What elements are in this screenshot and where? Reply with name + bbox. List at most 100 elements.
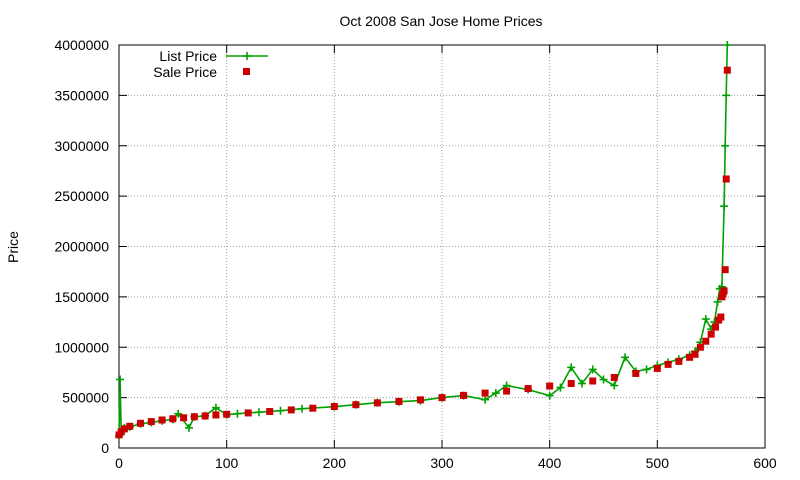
- x-tick-label: 0: [115, 455, 123, 471]
- data-point-sale-price: [720, 287, 728, 295]
- data-point-list-price: [211, 403, 220, 412]
- data-point-sale-price: [352, 401, 360, 409]
- y-tick-label: 500000: [62, 390, 109, 406]
- data-point-sale-price: [416, 396, 424, 404]
- data-point-list-price: [298, 404, 307, 413]
- data-point-sale-price: [330, 402, 338, 410]
- data-point-list-price: [713, 297, 722, 306]
- data-point-sale-price: [223, 410, 231, 418]
- legend: List Price Sale Price: [153, 48, 268, 80]
- y-axis-ticks: 0 500000 1000000 1500000 2000000 2500000 30000…: [54, 37, 765, 456]
- data-point-sale-price: [481, 389, 489, 397]
- data-point-sale-price: [524, 385, 532, 393]
- y-axis-label: Price: [5, 231, 21, 263]
- data-point-sale-price: [717, 313, 725, 321]
- y-tick-label: 0: [101, 440, 109, 456]
- data-point-list-price: [254, 408, 263, 417]
- data-point-list-price: [723, 41, 732, 49]
- legend-plus-list-price: [243, 52, 251, 60]
- legend-label-sale-price: Sale Price: [153, 64, 217, 80]
- data-point-list-price: [233, 409, 242, 418]
- x-tick-label: 600: [753, 455, 777, 471]
- data-point-sale-price: [158, 416, 166, 424]
- chart-title: Oct 2008 San Jose Home Prices: [339, 13, 542, 29]
- data-point-sale-price: [632, 369, 640, 377]
- x-tick-label: 300: [430, 455, 454, 471]
- data-point-sale-price: [696, 343, 704, 351]
- data-point-list-price: [642, 365, 651, 374]
- data-point-list-price: [116, 375, 125, 384]
- data-point-sale-price: [190, 413, 198, 421]
- data-point-sale-price: [567, 380, 575, 388]
- data-point-list-price: [621, 353, 630, 362]
- data-point-sale-price: [503, 387, 511, 395]
- y-tick-label: 3000000: [54, 138, 109, 154]
- series-layer: [115, 41, 732, 440]
- data-point-sale-price: [589, 377, 597, 385]
- grid-lines: [119, 45, 765, 448]
- y-tick-label: 4000000: [54, 37, 109, 53]
- data-point-sale-price: [675, 357, 683, 365]
- data-point-sale-price: [120, 425, 128, 433]
- data-point-sale-price: [722, 175, 730, 183]
- y-tick-label: 1000000: [54, 339, 109, 355]
- data-point-sale-price: [126, 422, 134, 430]
- x-tick-label: 100: [215, 455, 239, 471]
- data-point-sale-price: [610, 373, 618, 381]
- data-point-sale-price: [702, 337, 710, 345]
- data-point-list-price: [174, 409, 183, 418]
- data-point-list-price: [556, 383, 565, 392]
- data-point-list-price: [722, 91, 731, 100]
- data-point-sale-price: [460, 391, 468, 399]
- legend-marker-list-price: [243, 52, 251, 60]
- data-point-sale-price: [664, 360, 672, 368]
- data-point-list-price: [721, 141, 730, 150]
- y-tick-label: 2500000: [54, 188, 109, 204]
- data-point-sale-price: [438, 394, 446, 402]
- data-point-sale-price: [546, 382, 554, 390]
- data-point-list-price: [184, 423, 193, 432]
- data-point-sale-price: [137, 419, 145, 427]
- data-point-sale-price: [707, 330, 715, 338]
- x-tick-label: 500: [646, 455, 670, 471]
- data-point-sale-price: [169, 415, 177, 423]
- data-point-list-price: [577, 379, 586, 388]
- data-point-list-price: [588, 365, 597, 374]
- data-point-list-price: [545, 391, 554, 400]
- y-tick-label: 2000000: [54, 239, 109, 255]
- x-tick-label: 400: [538, 455, 562, 471]
- data-point-list-price: [599, 375, 608, 384]
- data-point-sale-price: [395, 397, 403, 405]
- y-tick-label: 3500000: [54, 87, 109, 103]
- data-point-sale-price: [686, 353, 694, 361]
- data-point-sale-price: [201, 412, 209, 420]
- data-point-sale-price: [691, 350, 699, 358]
- data-point-list-price: [610, 381, 619, 390]
- data-point-sale-price: [147, 418, 155, 426]
- legend-marker-sale-price: [243, 68, 250, 75]
- data-point-sale-price: [287, 406, 295, 414]
- data-point-sale-price: [266, 408, 274, 416]
- data-point-list-price: [276, 406, 285, 415]
- x-tick-label: 200: [323, 455, 347, 471]
- series-line-list-price: [118, 44, 729, 436]
- data-point-list-price: [720, 202, 729, 211]
- data-point-sale-price: [721, 266, 729, 274]
- legend-label-list-price: List Price: [159, 48, 217, 64]
- data-point-sale-price: [373, 399, 381, 407]
- x-axis-ticks: 0 100 200 300 400 500 600: [115, 45, 777, 471]
- data-point-list-price: [701, 315, 710, 324]
- data-point-list-price: [491, 389, 500, 398]
- data-point-sale-price: [653, 364, 661, 372]
- data-point-sale-price: [711, 323, 719, 331]
- data-point-sale-price: [212, 411, 220, 419]
- y-tick-label: 1500000: [54, 289, 109, 305]
- data-point-sale-price: [723, 66, 731, 74]
- data-point-sale-price: [244, 409, 252, 417]
- data-point-list-price: [481, 395, 490, 404]
- data-point-sale-price: [309, 404, 317, 412]
- data-point-sale-price: [180, 414, 188, 422]
- data-point-list-price: [567, 363, 576, 372]
